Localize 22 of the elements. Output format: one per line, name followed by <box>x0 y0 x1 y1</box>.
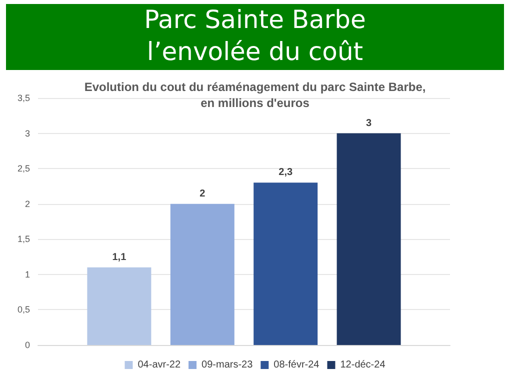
bar <box>87 267 152 345</box>
data-label: 1,1 <box>112 252 127 263</box>
y-tick-label: 2,5 <box>17 164 30 174</box>
chart-title: Parc Sainte Barbe l’envolée du coût <box>6 4 504 70</box>
y-tick-label: 2 <box>24 198 30 209</box>
bar <box>254 182 318 345</box>
y-tick-label: 0,5 <box>17 304 30 315</box>
legend-label: 08-févr-24 <box>274 360 320 370</box>
legend-label: 04-avr-22 <box>138 360 181 370</box>
y-tick-label: 0 <box>24 340 30 350</box>
y-tick-label: 1,5 <box>17 234 30 244</box>
legend-label: 12-déc-24 <box>340 360 386 370</box>
bar <box>170 204 234 345</box>
chart-subtitle: Evolution du cout du réaménagement du parc Sainte Barbe, en millions d'euros <box>84 80 426 110</box>
y-tick-label: 3 <box>24 128 30 138</box>
bar <box>336 133 401 345</box>
legend-label: 09-mars-23 <box>202 360 254 370</box>
data-label: 2,3 <box>278 167 293 178</box>
data-label: 2 <box>200 188 206 200</box>
data-label: 3 <box>366 118 372 129</box>
y-tick-label: 3,5 <box>17 93 30 103</box>
y-tick-label: 1 <box>24 269 30 280</box>
